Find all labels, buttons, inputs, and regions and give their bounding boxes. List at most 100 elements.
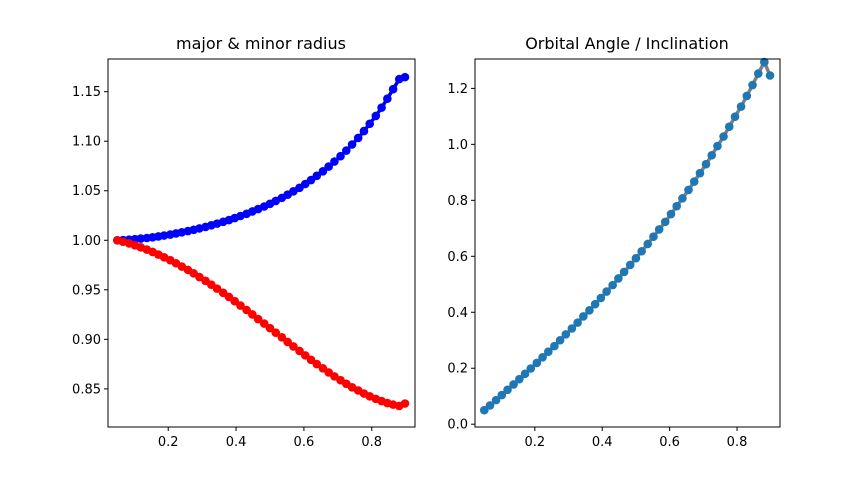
y-tick-label: 1.0 (447, 138, 468, 153)
data-point (748, 80, 757, 90)
chart-title: major & minor radius (176, 34, 346, 53)
data-point (631, 253, 641, 263)
data-point (336, 151, 345, 161)
y-tick-label: 0.6 (447, 250, 468, 265)
x-tick-label: 0.4 (226, 435, 247, 450)
data-point (585, 306, 594, 315)
data-point (538, 353, 547, 362)
y-tick-label: 0.4 (447, 306, 468, 321)
data-point (561, 330, 571, 339)
data-point (365, 119, 375, 129)
chart-title: Orbital Angle / Inclination (525, 34, 729, 53)
data-point (289, 342, 298, 351)
data-point (742, 91, 752, 101)
y-tick-label: 0.90 (72, 333, 101, 348)
y-tick-label: 1.2 (447, 82, 468, 97)
data-point (526, 364, 536, 373)
data-point (388, 84, 398, 94)
data-point (573, 318, 582, 327)
data-point (342, 146, 351, 155)
data-point (515, 374, 524, 384)
data-point (760, 57, 769, 67)
data-point (544, 347, 553, 357)
data-point (625, 260, 635, 270)
data-point (509, 380, 518, 389)
data-point (400, 72, 410, 82)
subplot-major-minor-radius: major & minor radius 0.2 0.4 0.6 0.8 0.85 0.… (72, 34, 416, 450)
data-point (719, 132, 728, 141)
data-point (637, 246, 646, 256)
data-point (608, 280, 617, 290)
data-point (765, 71, 775, 80)
data-point (330, 157, 339, 166)
data-point (371, 111, 381, 121)
data-point (479, 405, 489, 415)
data-point (596, 293, 606, 303)
data-point (532, 358, 542, 368)
data-point (654, 225, 664, 234)
data-point (347, 140, 357, 149)
data-point (579, 312, 588, 321)
data-point (520, 369, 530, 379)
data-point (678, 194, 687, 203)
x-tick-label: 0.8 (727, 435, 748, 450)
data-point (400, 399, 410, 408)
y-tick-label: 0.95 (72, 283, 101, 298)
data-point (248, 310, 257, 319)
data-point (649, 232, 658, 241)
x-axis: 0.2 0.4 0.6 0.8 (158, 427, 382, 450)
data-point (353, 133, 363, 143)
data-point (236, 301, 245, 310)
data-point (312, 171, 322, 181)
data-point (707, 150, 717, 160)
data-point (730, 112, 740, 121)
data-point (377, 103, 386, 112)
data-point (491, 395, 501, 405)
data-point (550, 341, 559, 351)
data-point (614, 274, 623, 283)
data-point (318, 167, 328, 176)
y-tick-label: 1.05 (72, 184, 101, 199)
y-axis: 0.85 0.90 0.95 1.00 1.05 1.10 1.15 (72, 85, 108, 397)
data-point (212, 284, 222, 293)
data-point (485, 401, 495, 410)
y-tick-label: 0.2 (447, 362, 468, 377)
subplot-orbital-angle: Orbital Angle / Inclination 0.2 0.4 0.6 0.8… (447, 34, 781, 450)
data-point (383, 94, 392, 104)
y-tick-label: 0.0 (447, 418, 468, 433)
data-point (684, 185, 693, 195)
data-point (724, 122, 734, 132)
data-point (324, 162, 333, 171)
data-point (359, 126, 369, 136)
x-axis: 0.2 0.4 0.6 0.8 (524, 427, 747, 450)
data-marks (479, 57, 775, 415)
data-point (253, 314, 263, 324)
data-point (277, 333, 287, 342)
data-point (497, 390, 507, 400)
data-point (660, 217, 670, 227)
x-tick-label: 0.6 (659, 435, 680, 450)
data-point (695, 168, 705, 178)
x-tick-label: 0.2 (524, 435, 545, 450)
x-tick-label: 0.8 (361, 435, 382, 450)
data-point (666, 209, 676, 219)
y-tick-label: 1.00 (72, 234, 101, 249)
data-point (753, 69, 763, 78)
y-tick-label: 0.8 (447, 194, 468, 209)
y-tick-label: 0.85 (72, 382, 101, 397)
data-point (259, 319, 269, 328)
y-axis: 0.0 0.2 0.4 0.6 0.8 1.0 1.2 (447, 82, 475, 433)
data-point (567, 324, 577, 333)
data-point (590, 299, 600, 309)
data-point (271, 328, 281, 338)
data-point (619, 267, 629, 277)
data-point (555, 335, 565, 345)
x-tick-label: 0.2 (158, 435, 179, 450)
data-point (312, 359, 322, 369)
data-point (689, 177, 699, 186)
axes-frame (107, 58, 416, 428)
data-point (265, 323, 275, 333)
x-tick-label: 0.6 (294, 435, 315, 450)
data-point (283, 337, 292, 347)
